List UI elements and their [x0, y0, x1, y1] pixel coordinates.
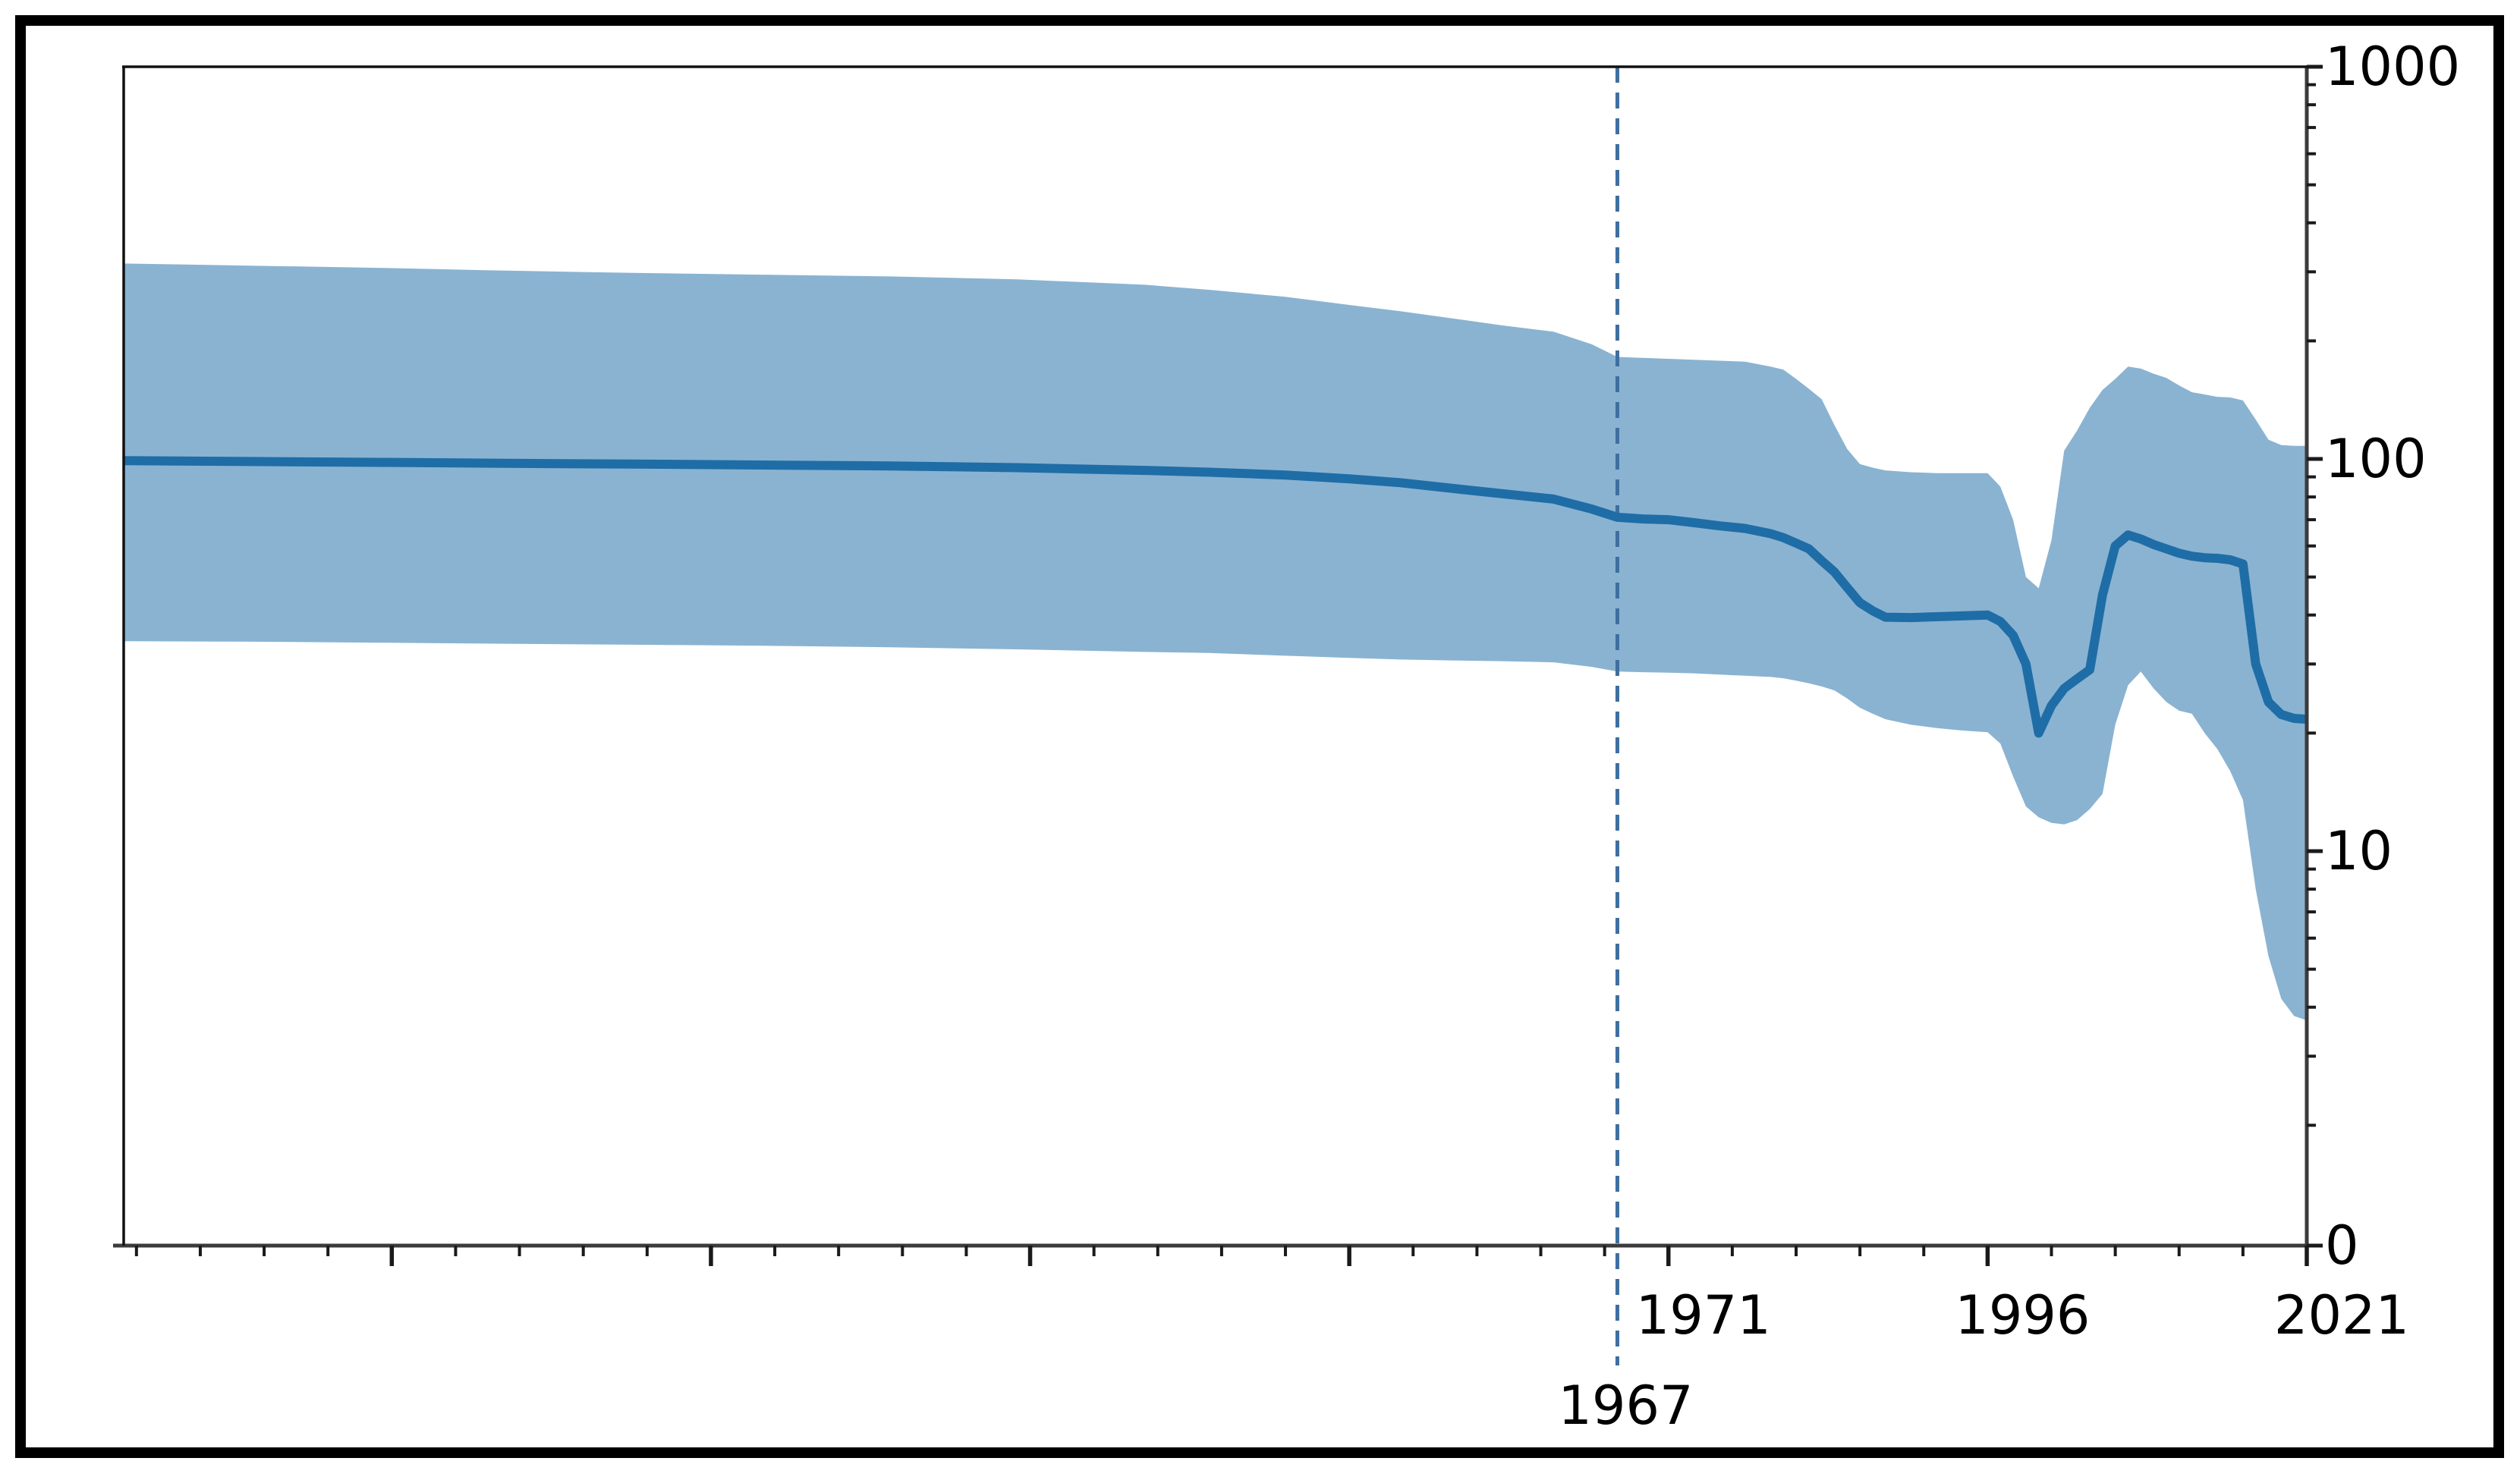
annotation-label-1967: 1967 [1558, 1375, 1693, 1437]
median-line [123, 456, 2308, 738]
y-tick-label-1000: 1000 [2325, 36, 2460, 98]
y-tick-label-100: 100 [2325, 428, 2427, 490]
x-tick-label-2021: 2021 [2274, 1284, 2409, 1346]
y-tick-label-0: 0 [2325, 1214, 2359, 1277]
x-tick-label-1996: 1996 [1955, 1284, 2090, 1346]
y-tick-label-10: 10 [2325, 820, 2393, 882]
x-tick-label-1971: 1971 [1636, 1284, 1771, 1346]
confidence-band [124, 263, 2307, 1021]
